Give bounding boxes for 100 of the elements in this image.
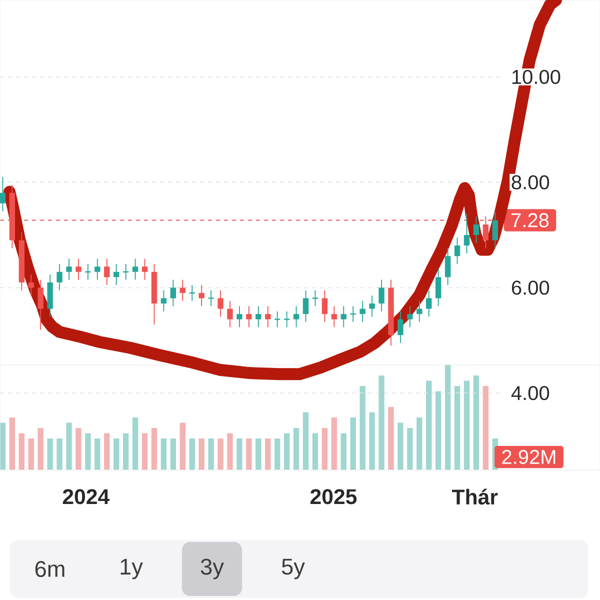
bar <box>312 433 318 470</box>
bar <box>274 438 280 470</box>
candlestick <box>331 306 338 328</box>
bar <box>331 417 338 470</box>
bar <box>47 438 53 470</box>
candlestick <box>76 258 82 280</box>
bar <box>122 433 129 470</box>
bar <box>9 417 16 470</box>
candlestick <box>236 306 242 328</box>
candlestick <box>142 258 148 280</box>
candlestick <box>378 279 384 312</box>
candlestick <box>435 268 442 307</box>
bar <box>350 417 356 470</box>
bar <box>218 438 224 470</box>
x-tick-label: 2025 <box>310 489 357 504</box>
candlestick <box>246 306 252 328</box>
bar <box>360 386 366 470</box>
candlestick <box>283 310 290 328</box>
bar <box>227 433 233 470</box>
candlestick <box>322 290 328 322</box>
y-tick-label: 8.00 <box>512 175 550 190</box>
bar <box>85 433 91 470</box>
bar <box>236 438 242 470</box>
text: 6m <box>35 560 64 578</box>
candlestick <box>492 212 498 249</box>
candlestick <box>369 295 375 318</box>
candlestick <box>114 264 120 286</box>
bar <box>94 438 100 470</box>
candlestick <box>274 310 281 328</box>
bar <box>426 380 432 470</box>
candlestick <box>198 284 204 307</box>
candlestick <box>444 248 451 286</box>
candlestick <box>407 306 413 328</box>
bar <box>444 365 451 470</box>
candlestick <box>473 216 480 244</box>
bar <box>142 433 148 470</box>
bar <box>208 438 214 470</box>
bar <box>132 417 138 470</box>
candlestick <box>38 279 44 330</box>
bar <box>56 438 62 470</box>
candlestick <box>265 306 271 328</box>
candlestick <box>94 258 100 280</box>
candlestick <box>293 306 300 328</box>
text: 3y <box>200 558 224 580</box>
candlestick <box>227 300 233 328</box>
candlestick <box>360 300 366 322</box>
candlestick <box>256 306 262 328</box>
y-tick-label: 10.00 <box>512 70 560 84</box>
text: 5y <box>282 558 305 580</box>
candlestick <box>416 300 422 322</box>
bar <box>464 380 470 470</box>
y-tick-label: 6.00 <box>512 280 550 295</box>
candlestick <box>464 213 470 254</box>
candlestick <box>302 290 309 322</box>
y-tick-label: 4.00 <box>511 386 550 400</box>
bar <box>189 438 195 470</box>
bar <box>302 412 309 470</box>
bar <box>198 438 204 470</box>
bar <box>369 412 375 470</box>
bar <box>388 407 394 470</box>
bar <box>265 438 271 470</box>
bar <box>482 386 489 470</box>
candlestick <box>56 264 62 291</box>
bar <box>180 422 186 470</box>
text: 1y <box>120 558 143 580</box>
candlestick <box>170 279 176 307</box>
bar <box>473 375 480 470</box>
bar <box>454 386 460 470</box>
bar <box>407 428 413 470</box>
annotation: 2.92M <box>502 450 556 464</box>
bar <box>28 438 34 470</box>
bar <box>416 417 422 470</box>
candlestick <box>0 176 6 212</box>
candlestick <box>28 274 34 296</box>
bar <box>76 428 82 470</box>
candlestick <box>104 258 110 286</box>
candlestick <box>398 310 404 344</box>
candlestick <box>426 290 432 318</box>
ref-line-label: 7.28 <box>512 213 549 228</box>
bar <box>66 422 72 470</box>
bar <box>246 438 252 470</box>
candlestick <box>454 237 460 264</box>
bar <box>256 438 262 470</box>
candlestick <box>312 290 319 307</box>
bar <box>322 428 328 470</box>
bar <box>170 438 176 470</box>
bar <box>293 428 300 470</box>
candlestick <box>208 290 214 307</box>
x-tick-label: Thár <box>452 488 498 505</box>
bar <box>435 391 442 470</box>
x-tick-label: 2024 <box>62 489 110 504</box>
bar <box>398 422 404 470</box>
bar <box>378 375 384 470</box>
candlestick <box>180 279 186 302</box>
candlestick <box>340 306 346 328</box>
bar <box>114 438 120 470</box>
bar <box>160 438 167 470</box>
bar <box>38 428 44 470</box>
bar <box>104 433 110 470</box>
bar <box>18 433 24 470</box>
